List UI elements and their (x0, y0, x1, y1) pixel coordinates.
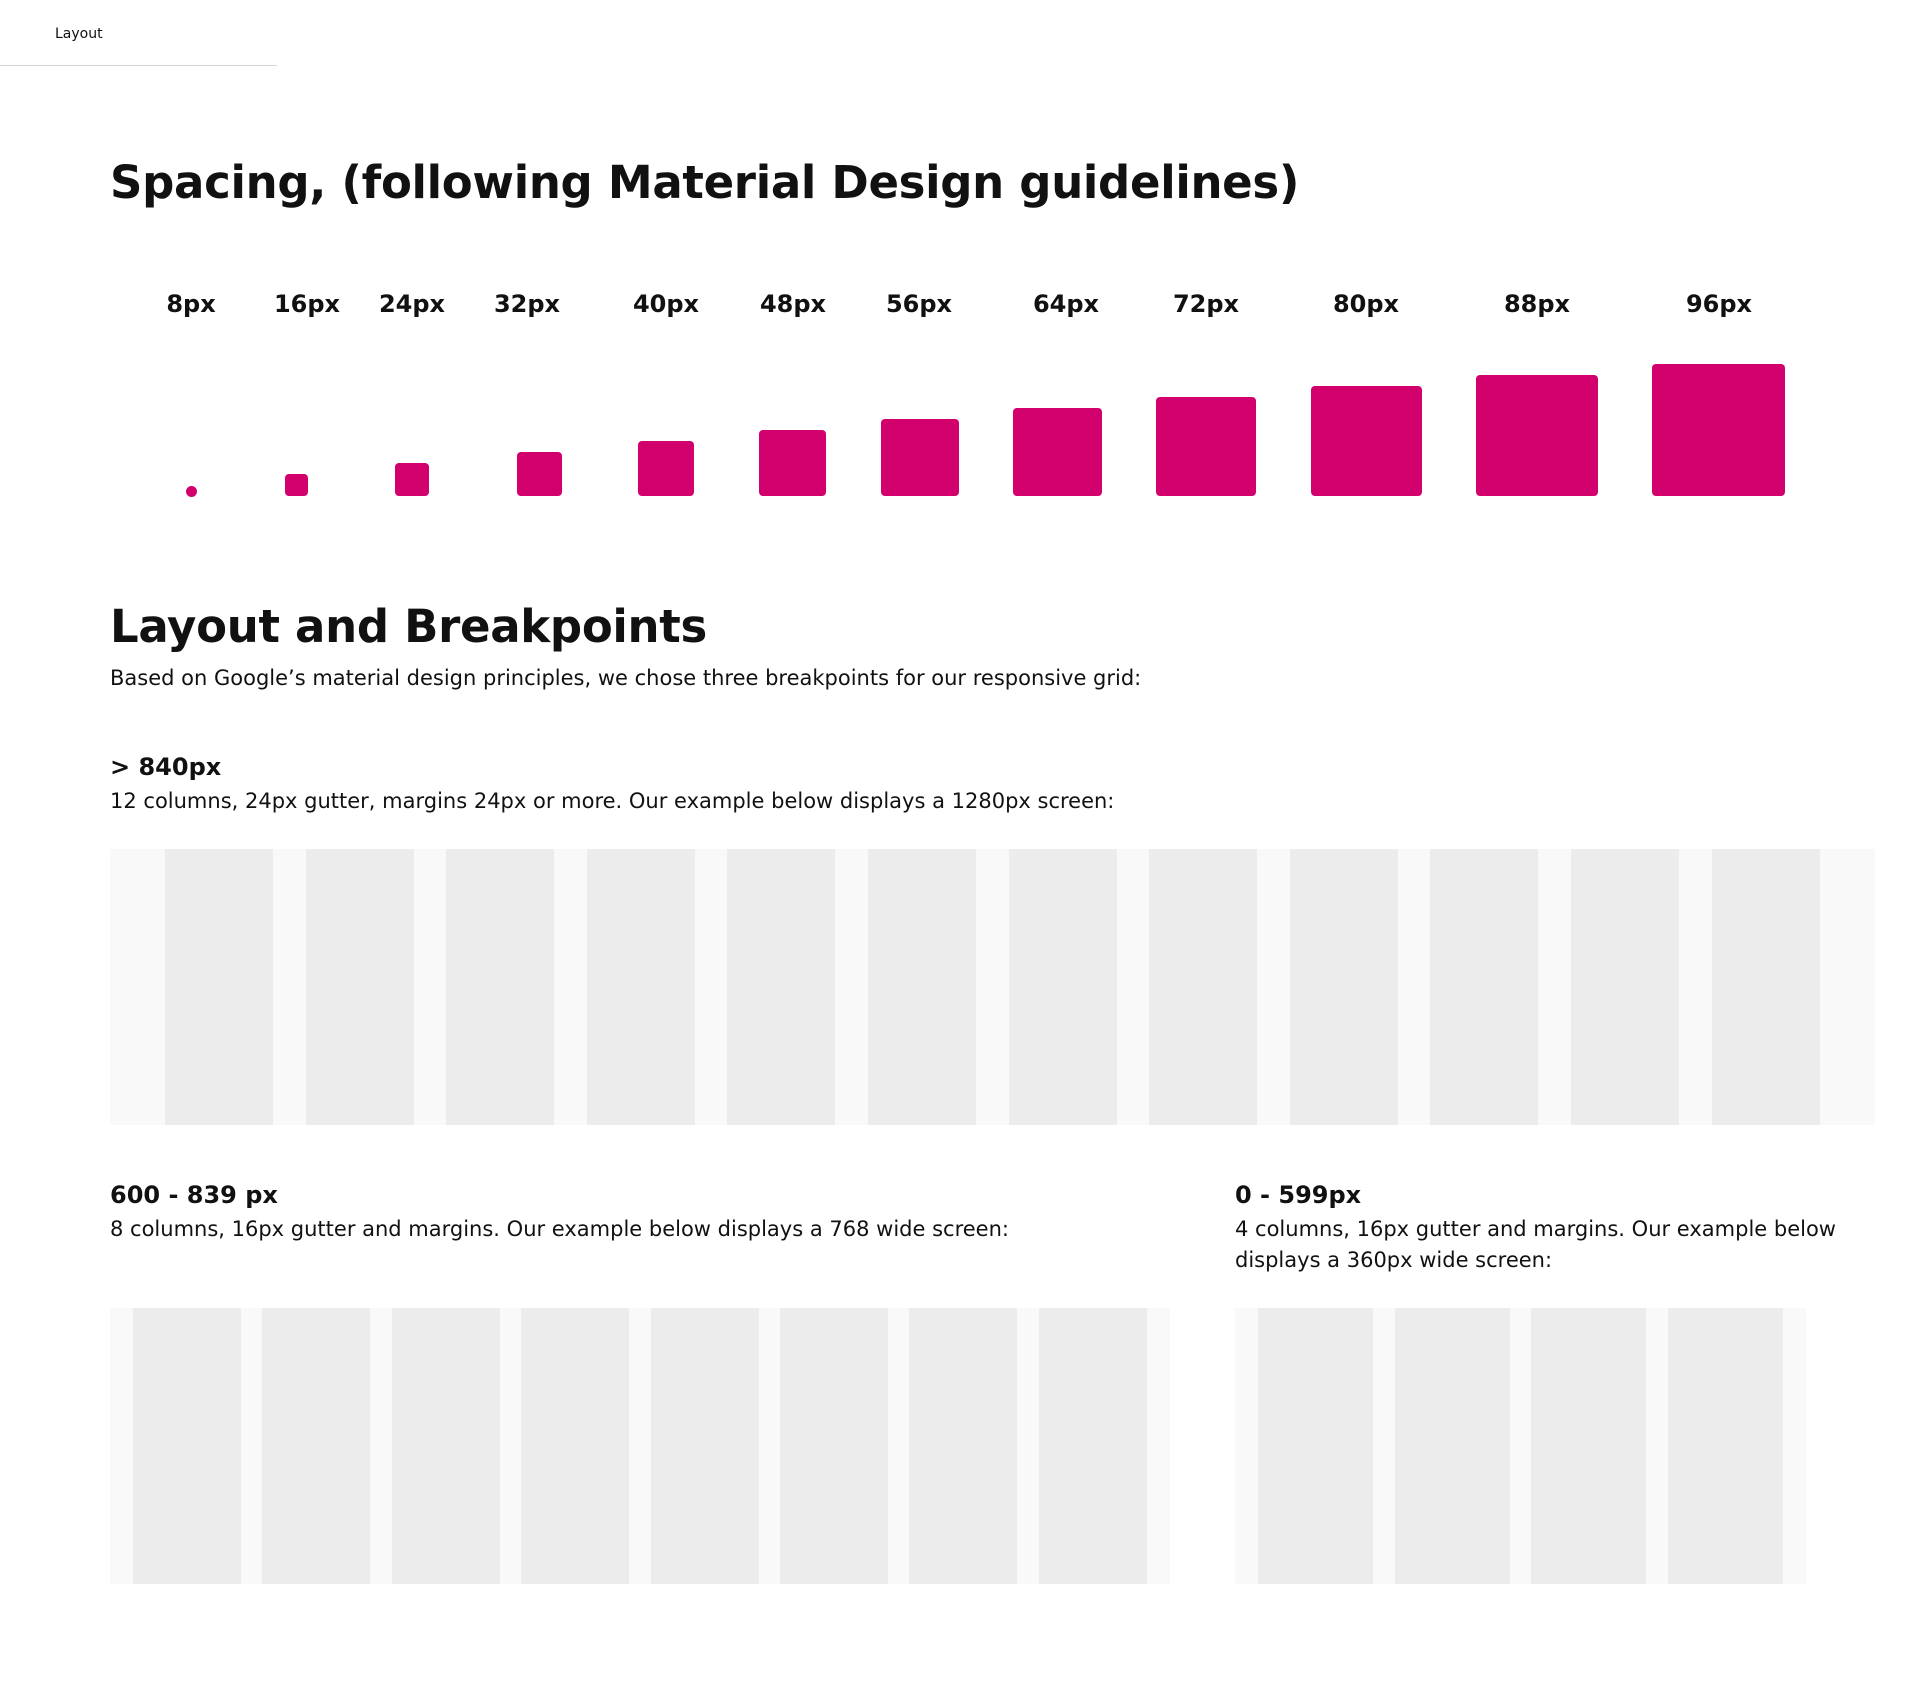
spacing-swatch-16 (285, 474, 308, 496)
grid-large-column (1149, 849, 1258, 1125)
grid-medium-column (650, 1308, 759, 1584)
spacing-swatch-32 (517, 452, 562, 496)
spacing-swatch-48 (759, 430, 826, 496)
grid-medium-column (262, 1308, 371, 1584)
grid-large-column (446, 849, 555, 1125)
spacing-swatch-80 (1311, 386, 1422, 496)
spacing-swatch-8 (186, 486, 197, 497)
breakpoint-large-title: > 840px (110, 753, 222, 781)
grid-small-column (1258, 1308, 1373, 1584)
spacing-title: Spacing, (following Material Design guid… (110, 156, 1300, 209)
breakpoint-large-desc: 12 columns, 24px gutter, margins 24px or… (110, 789, 1115, 813)
layout-intro: Based on Google’s material design princi… (110, 666, 1142, 690)
spacing-label-88: 88px (1503, 290, 1571, 318)
tab-layout-label: Layout (55, 26, 103, 42)
spacing-label-8: 8px (166, 290, 216, 318)
spacing-swatch-24 (395, 463, 429, 496)
layout-title: Layout and Breakpoints (110, 600, 707, 653)
grid-large-column (1008, 849, 1117, 1125)
spacing-label-96: 96px (1685, 290, 1753, 318)
spacing-label-72: 72px (1172, 290, 1240, 318)
spacing-label-64: 64px (1032, 290, 1100, 318)
grid-medium-example (110, 1308, 1170, 1584)
grid-large-column (1430, 849, 1539, 1125)
grid-medium-column (133, 1308, 241, 1584)
grid-medium-column (780, 1308, 888, 1584)
spacing-swatch-56 (881, 419, 959, 496)
spacing-swatch-64 (1013, 408, 1102, 496)
grid-medium-column (1038, 1308, 1147, 1584)
breakpoint-medium-title: 600 - 839 px (110, 1181, 278, 1209)
grid-small-example (1235, 1308, 1806, 1584)
tab-layout[interactable]: Layout (0, 0, 277, 66)
grid-large-column (868, 849, 976, 1125)
grid-small-column (1667, 1308, 1783, 1584)
grid-large-example (110, 849, 1875, 1125)
breakpoint-small-desc: 4 columns, 16px gutter and margins. Our … (1235, 1217, 1836, 1272)
spacing-label-40: 40px (632, 290, 700, 318)
grid-large-column (165, 849, 273, 1125)
grid-large-column (1571, 849, 1679, 1125)
grid-medium-column (909, 1308, 1018, 1584)
spacing-label-24: 24px (378, 290, 446, 318)
spacing-swatch-96 (1652, 364, 1785, 496)
grid-small-column (1394, 1308, 1510, 1584)
spacing-label-80: 80px (1332, 290, 1400, 318)
spacing-label-16: 16px (273, 290, 341, 318)
spacing-swatch-72 (1156, 397, 1256, 496)
grid-medium-column (521, 1308, 630, 1584)
breakpoint-small-title: 0 - 599px (1235, 1181, 1362, 1209)
spacing-label-56: 56px (885, 290, 953, 318)
spacing-swatch-88 (1476, 375, 1598, 496)
breakpoint-medium-desc: 8 columns, 16px gutter and margins. Our … (110, 1217, 1009, 1241)
grid-large-column (1289, 849, 1398, 1125)
grid-medium-column (391, 1308, 500, 1584)
grid-large-column (727, 849, 836, 1125)
grid-large-column (586, 849, 695, 1125)
grid-large-column (305, 849, 414, 1125)
spacing-label-32: 32px (493, 290, 561, 318)
spacing-label-48: 48px (759, 290, 827, 318)
grid-small-column (1531, 1308, 1647, 1584)
grid-large-column (1711, 849, 1820, 1125)
spacing-swatch-40 (638, 441, 694, 496)
